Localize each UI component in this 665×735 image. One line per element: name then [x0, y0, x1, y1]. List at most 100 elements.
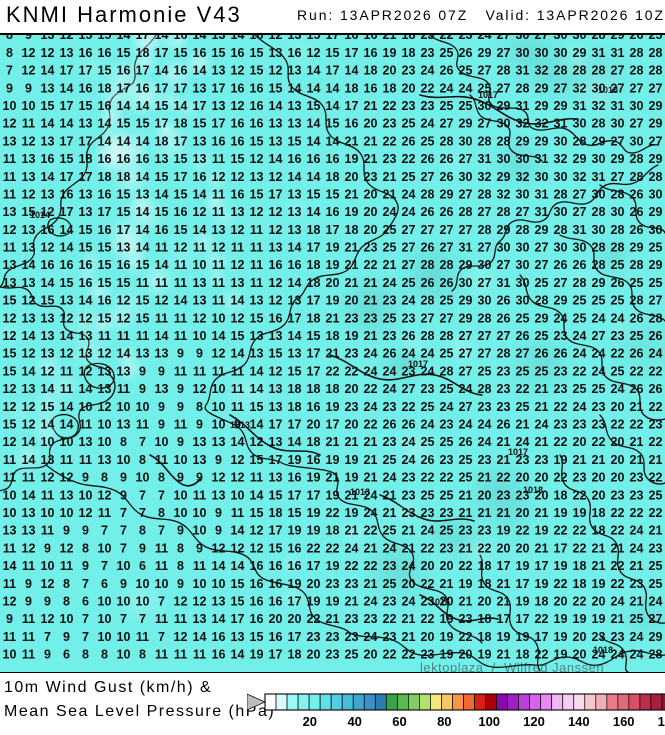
svg-text:26: 26	[459, 435, 473, 449]
svg-text:16: 16	[193, 170, 207, 184]
svg-text:15: 15	[22, 205, 36, 219]
svg-text:23: 23	[402, 506, 416, 520]
svg-text:16: 16	[79, 81, 93, 95]
svg-text:19: 19	[516, 559, 530, 573]
svg-text:19: 19	[554, 453, 568, 467]
svg-text:13: 13	[155, 382, 169, 396]
svg-text:20: 20	[383, 64, 397, 78]
svg-text:9: 9	[139, 541, 146, 555]
svg-text:13: 13	[250, 329, 264, 343]
svg-text:16: 16	[136, 81, 150, 95]
svg-text:15: 15	[174, 188, 188, 202]
svg-text:20: 20	[421, 559, 435, 573]
svg-text:12: 12	[250, 524, 264, 538]
svg-text:21: 21	[478, 506, 492, 520]
svg-text:9: 9	[82, 471, 89, 485]
svg-text:20: 20	[440, 559, 454, 573]
svg-text:17: 17	[117, 223, 131, 237]
svg-text:28: 28	[516, 81, 530, 95]
svg-text:20: 20	[592, 488, 606, 502]
svg-text:11: 11	[41, 488, 54, 502]
svg-text:17: 17	[326, 64, 340, 78]
svg-text:15: 15	[117, 46, 131, 60]
svg-text:14: 14	[307, 117, 321, 131]
svg-text:26: 26	[649, 382, 663, 396]
svg-text:11: 11	[3, 541, 16, 555]
svg-text:21: 21	[402, 541, 416, 555]
svg-text:16: 16	[269, 630, 283, 644]
svg-text:30: 30	[516, 152, 530, 166]
svg-text:11: 11	[212, 205, 225, 219]
svg-text:18: 18	[326, 524, 340, 538]
svg-text:30: 30	[516, 188, 530, 202]
svg-text:30: 30	[497, 117, 511, 131]
svg-text:9: 9	[215, 453, 222, 467]
svg-text:15: 15	[79, 223, 93, 237]
svg-text:13: 13	[269, 134, 283, 148]
svg-text:20: 20	[364, 648, 378, 662]
svg-text:22: 22	[326, 541, 340, 555]
svg-text:30: 30	[459, 134, 473, 148]
svg-text:23: 23	[402, 311, 416, 325]
svg-text:21: 21	[326, 347, 340, 361]
svg-text:14: 14	[155, 258, 169, 272]
svg-text:26: 26	[649, 329, 663, 343]
svg-text:18: 18	[174, 117, 188, 131]
svg-text:8: 8	[63, 594, 70, 608]
svg-text:13: 13	[288, 294, 302, 308]
svg-text:11: 11	[155, 541, 168, 555]
svg-text:24: 24	[364, 364, 378, 378]
svg-text:16: 16	[250, 117, 264, 131]
svg-text:20: 20	[345, 418, 359, 432]
svg-text:16: 16	[212, 630, 226, 644]
svg-text:25: 25	[345, 648, 359, 662]
svg-text:21: 21	[592, 453, 606, 467]
svg-text:21: 21	[478, 471, 492, 485]
svg-text:100: 100	[478, 714, 500, 729]
svg-text:26: 26	[421, 205, 435, 219]
svg-text:21: 21	[383, 258, 397, 272]
svg-text:18: 18	[307, 311, 321, 325]
svg-text:20: 20	[573, 435, 587, 449]
svg-text:28: 28	[440, 258, 454, 272]
svg-text:24: 24	[478, 418, 492, 432]
svg-text:11: 11	[250, 258, 263, 272]
svg-text:24: 24	[554, 311, 568, 325]
svg-text:21: 21	[497, 453, 511, 467]
svg-text:11: 11	[155, 311, 168, 325]
svg-text:24: 24	[383, 382, 397, 396]
svg-text:27: 27	[459, 223, 473, 237]
svg-text:9: 9	[196, 418, 203, 432]
svg-text:10: 10	[98, 630, 112, 644]
svg-text:11: 11	[3, 170, 16, 184]
svg-text:22: 22	[611, 506, 625, 520]
svg-text:16: 16	[117, 64, 131, 78]
svg-text:18: 18	[478, 612, 492, 626]
svg-text:12: 12	[231, 170, 245, 184]
svg-text:8: 8	[158, 506, 165, 520]
svg-text:18: 18	[98, 170, 112, 184]
svg-text:11: 11	[3, 241, 16, 255]
svg-text:10: 10	[212, 400, 226, 414]
svg-text:22: 22	[554, 400, 568, 414]
svg-text:10: 10	[98, 541, 112, 555]
svg-text:10: 10	[117, 594, 131, 608]
svg-text:13: 13	[212, 435, 226, 449]
svg-text:60: 60	[392, 714, 406, 729]
svg-text:11: 11	[174, 364, 187, 378]
svg-text:16: 16	[250, 612, 264, 626]
svg-text:27: 27	[478, 241, 492, 255]
svg-text:10: 10	[193, 506, 207, 520]
svg-text:27: 27	[611, 134, 625, 148]
svg-text:30: 30	[478, 294, 492, 308]
svg-text:21: 21	[592, 541, 606, 555]
svg-text:19: 19	[307, 524, 321, 538]
svg-text:10: 10	[136, 400, 150, 414]
svg-text:24: 24	[630, 630, 644, 644]
svg-text:10: 10	[3, 648, 17, 662]
svg-text:14: 14	[193, 188, 207, 202]
svg-text:10: 10	[98, 418, 112, 432]
svg-text:15: 15	[288, 364, 302, 378]
svg-text:19: 19	[307, 471, 321, 485]
svg-text:13: 13	[60, 46, 74, 60]
